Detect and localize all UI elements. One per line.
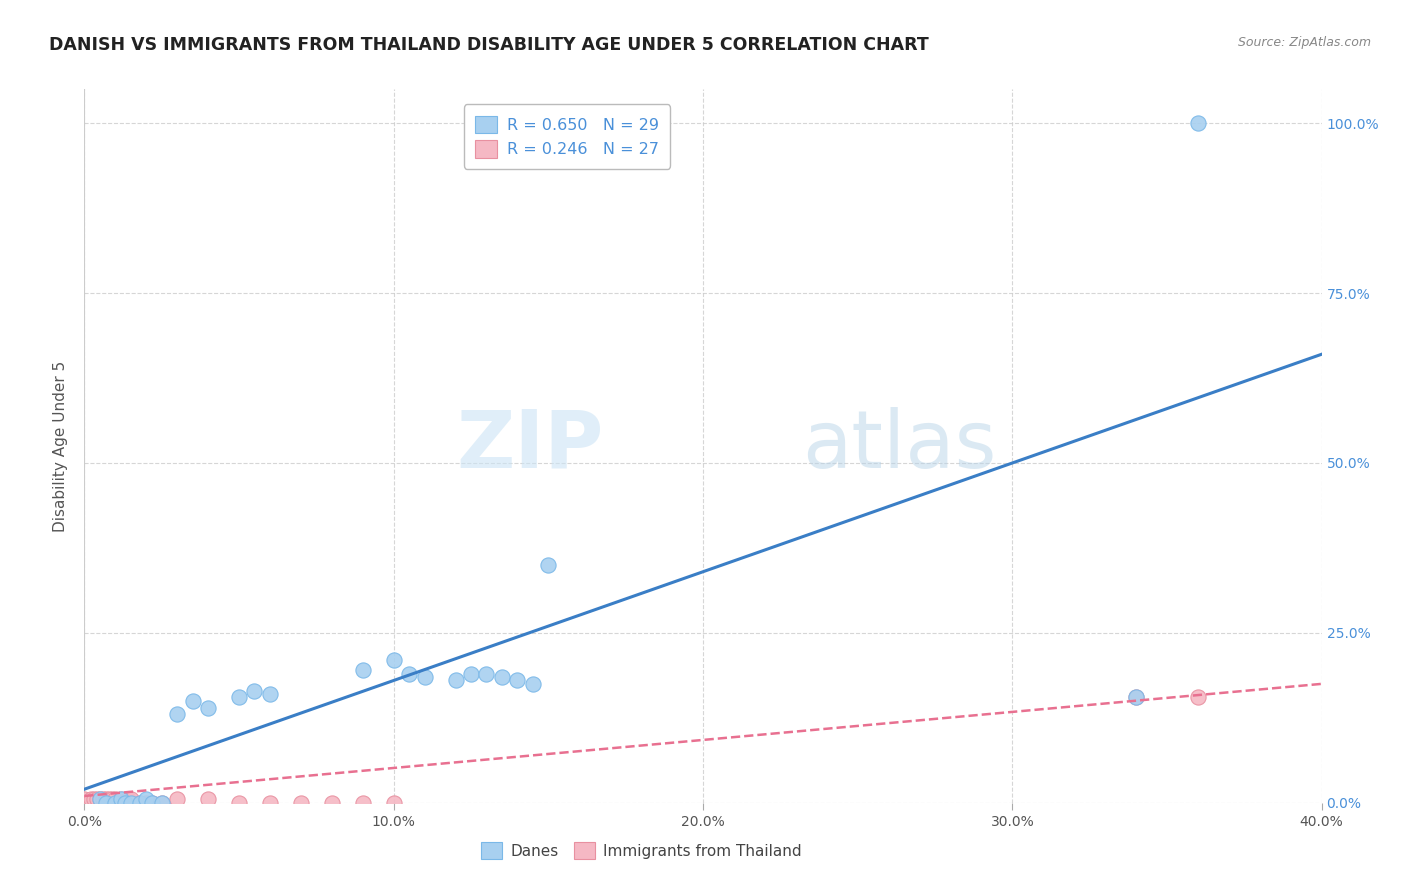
Point — [101, 792, 124, 806]
Point — [91, 792, 114, 806]
Point — [83, 792, 105, 806]
Point — [94, 792, 117, 806]
Point — [290, 796, 312, 810]
Point — [117, 792, 139, 806]
Point — [73, 792, 96, 806]
Point — [89, 792, 111, 806]
Point — [197, 700, 219, 714]
Text: ZIP: ZIP — [457, 407, 605, 485]
Point — [135, 792, 157, 806]
Point — [135, 796, 157, 810]
Point — [98, 792, 121, 806]
Point — [1125, 690, 1147, 705]
Point — [352, 663, 374, 677]
Point — [141, 796, 163, 810]
Point — [129, 796, 152, 810]
Point — [110, 792, 132, 806]
Point — [79, 792, 101, 806]
Point — [141, 796, 163, 810]
Point — [382, 653, 405, 667]
Point — [120, 796, 142, 810]
Point — [475, 666, 498, 681]
Point — [94, 796, 117, 810]
Point — [537, 558, 560, 572]
Point — [86, 792, 108, 806]
Point — [460, 666, 482, 681]
Point — [382, 796, 405, 810]
Text: atlas: atlas — [801, 407, 997, 485]
Point — [506, 673, 529, 688]
Point — [522, 677, 544, 691]
Point — [104, 792, 127, 806]
Point — [89, 792, 111, 806]
Text: DANISH VS IMMIGRANTS FROM THAILAND DISABILITY AGE UNDER 5 CORRELATION CHART: DANISH VS IMMIGRANTS FROM THAILAND DISAB… — [49, 36, 929, 54]
Point — [398, 666, 420, 681]
Point — [1187, 116, 1209, 130]
Text: Source: ZipAtlas.com: Source: ZipAtlas.com — [1237, 36, 1371, 49]
Point — [181, 694, 204, 708]
Point — [166, 792, 188, 806]
Legend: Danes, Immigrants from Thailand: Danes, Immigrants from Thailand — [474, 835, 808, 866]
Point — [413, 670, 436, 684]
Point — [243, 683, 266, 698]
Point — [129, 796, 152, 810]
Point — [259, 796, 281, 810]
Point — [104, 796, 127, 810]
Point — [1187, 690, 1209, 705]
Point — [228, 796, 250, 810]
Point — [197, 792, 219, 806]
Point — [228, 690, 250, 705]
Point — [150, 796, 173, 810]
Point — [110, 792, 132, 806]
Point — [321, 796, 343, 810]
Point — [150, 796, 173, 810]
Point — [491, 670, 513, 684]
Point — [120, 792, 142, 806]
Point — [1125, 690, 1147, 705]
Point — [114, 796, 136, 810]
Point — [352, 796, 374, 810]
Point — [444, 673, 467, 688]
Y-axis label: Disability Age Under 5: Disability Age Under 5 — [53, 360, 69, 532]
Point — [259, 687, 281, 701]
Point — [166, 707, 188, 722]
